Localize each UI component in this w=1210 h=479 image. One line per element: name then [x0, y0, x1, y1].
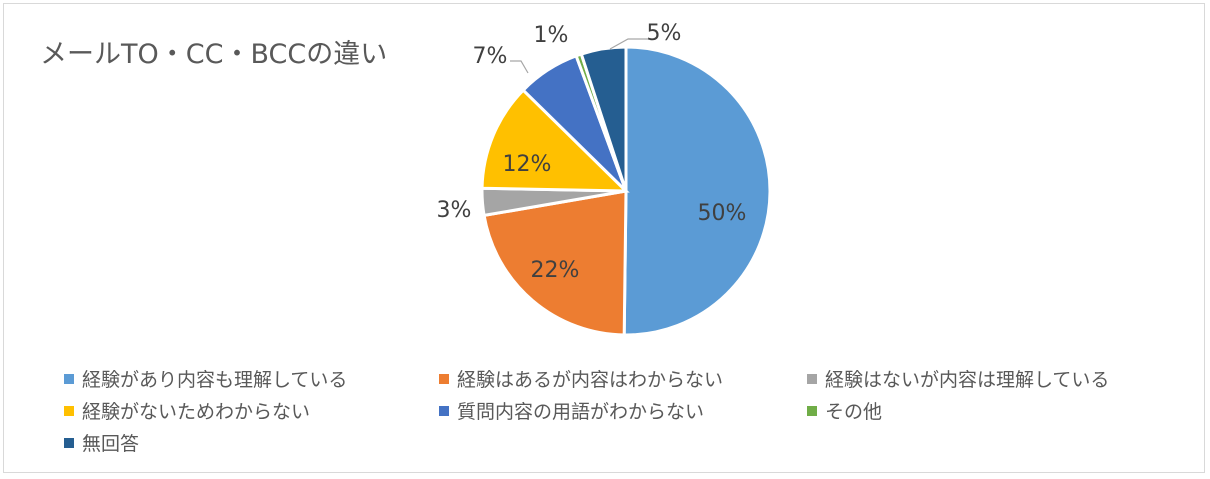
- legend-label: 無回答: [82, 433, 140, 455]
- legend-item-0: 経験があり内容も理解している: [64, 365, 347, 392]
- leader-line-4: [510, 60, 529, 74]
- chart-title: メールTO・CC・BCCの違い: [40, 39, 388, 70]
- legend-item-2: 経験はないが内容は理解している: [807, 365, 1109, 392]
- legend-label: 経験はないが内容は理解している: [825, 369, 1110, 391]
- legend-label: 経験があり内容も理解している: [82, 369, 348, 391]
- data-label-1: 22%: [531, 258, 580, 283]
- legend-item-5: その他: [807, 397, 882, 424]
- data-label-2: 3%: [437, 198, 472, 223]
- legend-swatch: [439, 405, 449, 416]
- legend-swatch: [64, 405, 74, 416]
- legend-item-4: 質問内容の用語がわからない: [439, 397, 704, 424]
- data-label-3: 12%: [503, 152, 552, 177]
- pie-slice-3: [480, 88, 630, 193]
- pie-slice-1: [482, 189, 628, 337]
- data-label-5: 1%: [534, 23, 569, 48]
- data-label-0: 50%: [698, 201, 747, 226]
- legend-swatch: [807, 405, 817, 416]
- pie-slice-6: [579, 45, 628, 192]
- data-label-6: 5%: [647, 21, 682, 46]
- legend-label: 経験がないためわからない: [82, 401, 311, 423]
- legend-swatch: [64, 373, 74, 384]
- legend-item-1: 経験はあるが内容はわからない: [439, 365, 723, 392]
- leader-line-6: [609, 38, 652, 50]
- pie-slice-0: [622, 45, 772, 337]
- legend-label: その他: [825, 401, 883, 423]
- legend-item-3: 経験がないためわからない: [64, 397, 310, 424]
- legend-swatch: [64, 437, 74, 448]
- legend-label: 経験はあるが内容はわからない: [457, 369, 724, 391]
- legend-item-6: 無回答: [64, 429, 139, 456]
- data-label-4: 7%: [473, 44, 508, 69]
- legend-swatch: [439, 373, 449, 384]
- legend-label: 質問内容の用語がわからない: [457, 401, 705, 423]
- legend-swatch: [807, 373, 817, 384]
